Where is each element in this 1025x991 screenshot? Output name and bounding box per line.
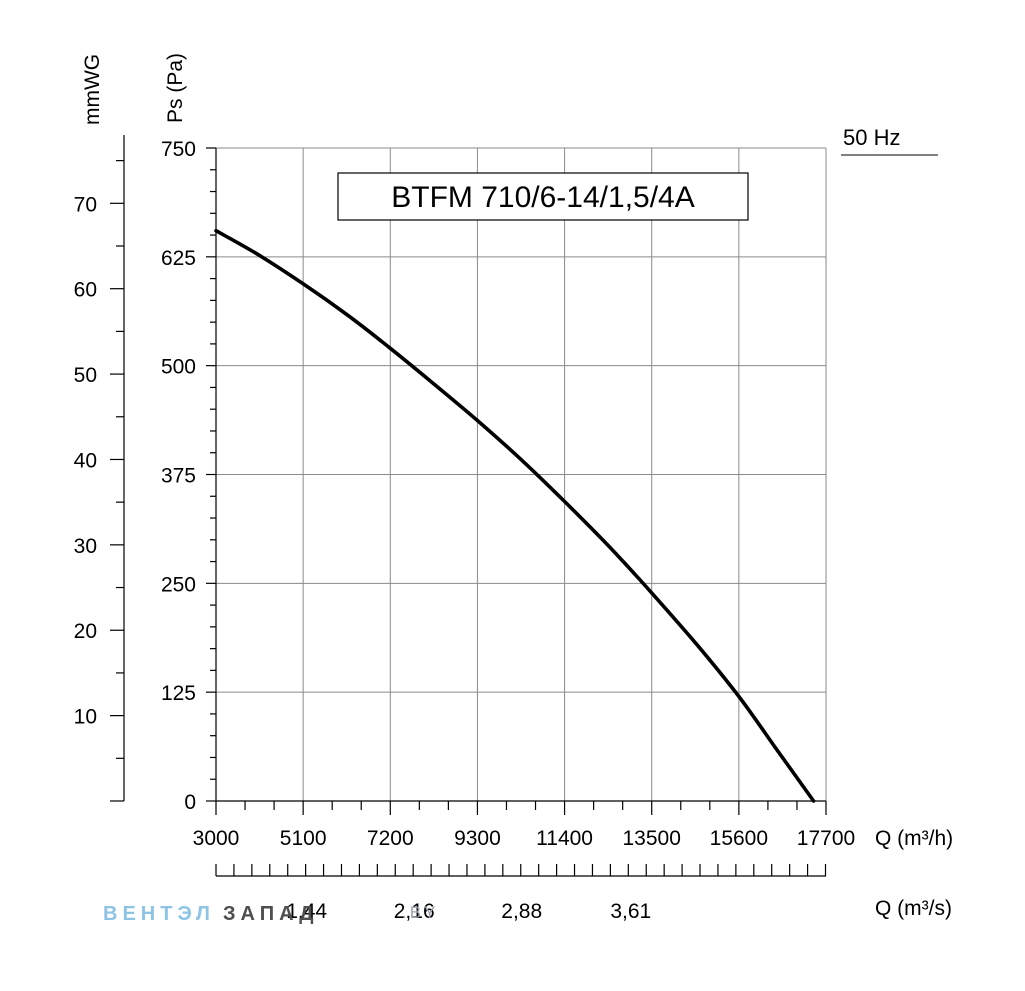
secondary-y-tick-label: 40 xyxy=(74,449,97,472)
watermark: ВЕНТЭЛ ЗАПАД .BY xyxy=(103,903,438,925)
x-axis-title-secondary: Q (m³/s) xyxy=(875,897,952,920)
secondary-y-tick-label: 60 xyxy=(74,279,97,302)
watermark-part1: ВЕНТЭЛ xyxy=(103,903,215,925)
x-tick-label: 17700 xyxy=(797,827,855,850)
secondary-y-tick-label: 50 xyxy=(74,364,97,387)
x-axis-title-primary: Q (m³/h) xyxy=(875,827,953,850)
axes: 3000 5100 7200 9300 11400 13500 15600 17700 0 125… xyxy=(74,135,855,923)
secondary-x-tick-label: 1,44 xyxy=(286,900,327,923)
secondary-y-tick-label: 30 xyxy=(74,535,97,558)
secondary-x-tick-label: 3,61 xyxy=(610,900,651,923)
y-tick-label: 125 xyxy=(161,682,196,705)
chart-title: BTFM 710/6-14/1,5/4A xyxy=(391,181,695,214)
y-axis-title-secondary: mmWG xyxy=(81,54,104,125)
curve-layer xyxy=(214,228,816,803)
secondary-x-tick-label: 2,88 xyxy=(501,900,542,923)
x-tick-label: 11400 xyxy=(536,827,593,850)
secondary-y-tick-label: 70 xyxy=(74,193,97,216)
y-tick-label: 375 xyxy=(161,465,196,488)
watermark-part3: .BY xyxy=(402,903,438,922)
x-tick-label: 13500 xyxy=(623,827,681,850)
performance-curve xyxy=(214,228,816,803)
y-tick-label: 750 xyxy=(161,138,196,161)
grid-lines xyxy=(216,147,827,801)
y-axis-title-primary: Ps (Pa) xyxy=(164,53,187,123)
secondary-x-tick-label: 2,16 xyxy=(394,900,435,923)
y-tick-label: 0 xyxy=(184,791,196,814)
secondary-y-tick-label: 10 xyxy=(74,706,97,729)
y-tick-label: 250 xyxy=(161,573,196,596)
frequency-label: 50 Hz xyxy=(843,125,900,150)
x-tick-label: 7200 xyxy=(367,827,414,850)
x-tick-label: 9300 xyxy=(454,827,501,850)
secondary-y-tick-label: 20 xyxy=(74,620,97,643)
y-tick-label: 500 xyxy=(161,356,196,379)
x-tick-label: 5100 xyxy=(280,827,327,850)
watermark-part2: ЗАПАД xyxy=(223,903,319,925)
title-box xyxy=(337,172,749,221)
y-tick-label: 625 xyxy=(161,247,196,270)
x-tick-label: 3000 xyxy=(193,827,240,850)
x-tick-label: 15600 xyxy=(710,827,768,850)
